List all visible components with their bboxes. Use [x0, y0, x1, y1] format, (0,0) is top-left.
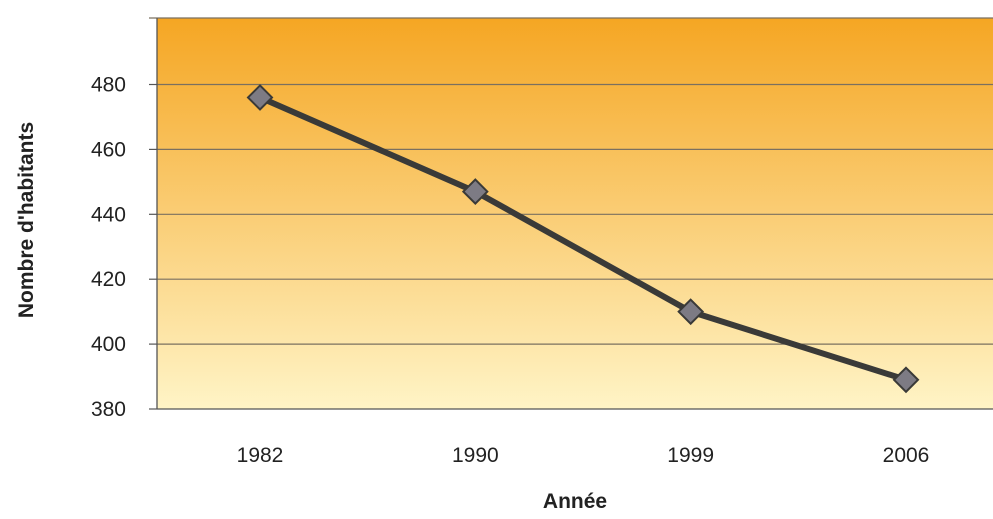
y-tick-label: 440: [91, 203, 126, 226]
y-tick-label: 380: [91, 398, 126, 421]
x-tick-label: 2006: [883, 444, 930, 467]
x-axis-title: Année: [543, 490, 607, 513]
data-point-1982: [246, 84, 274, 111]
data-point-1999: [677, 298, 705, 326]
gridlines: [149, 17, 993, 410]
series-layer: [246, 84, 920, 394]
series-line: [257, 94, 909, 383]
x-tick-label: 1999: [667, 444, 714, 467]
data-point-2006: [892, 366, 920, 394]
x-tick-label: 1982: [237, 444, 284, 467]
y-axis-title: Nombre d'habitants: [15, 122, 38, 318]
y-tick-labels: 380 400 420 440 460 480: [91, 74, 126, 422]
data-point-1990: [461, 178, 489, 205]
x-tick-labels: 1982 1990 1999 2006: [237, 444, 930, 467]
y-tick-label: 420: [91, 268, 126, 291]
y-tick-label: 480: [91, 74, 126, 97]
x-tick-label: 1990: [452, 444, 499, 467]
plot-area: [157, 18, 993, 409]
axes: [156, 18, 993, 410]
y-tick-label: 400: [91, 333, 126, 356]
y-tick-label: 460: [91, 138, 126, 161]
